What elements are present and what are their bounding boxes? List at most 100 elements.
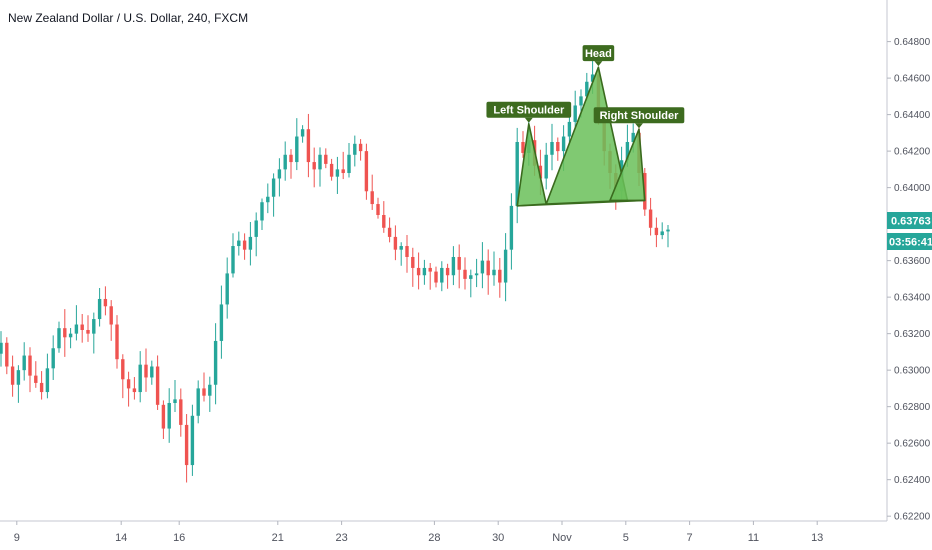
y-tick-label: 0.62600 — [894, 439, 931, 450]
candle-body — [126, 379, 131, 389]
candle-body — [474, 273, 479, 276]
candle-body — [579, 96, 583, 106]
candle-body — [225, 273, 229, 305]
candle-body — [422, 267, 427, 276]
candle-body — [150, 366, 154, 378]
candle-body — [509, 205, 514, 250]
candle-body — [190, 415, 195, 466]
candle-body — [503, 249, 508, 283]
y-tick-label: 0.62200 — [894, 512, 931, 523]
x-tick-label: Nov — [552, 532, 572, 544]
candle-body — [155, 366, 160, 405]
candle-body — [324, 154, 328, 164]
candle-body — [556, 141, 560, 152]
candle-body — [277, 169, 282, 179]
candle-body — [10, 366, 15, 385]
candle-body — [0, 342, 3, 354]
neckline[interactable] — [517, 199, 645, 207]
x-tick-label: 9 — [14, 532, 20, 544]
chart-title: New Zealand Dollar / U.S. Dollar, 240, F… — [8, 11, 248, 25]
candle-body — [364, 151, 369, 192]
candle-body — [382, 215, 386, 228]
candle-body — [51, 348, 55, 369]
candle-body — [521, 141, 525, 153]
candle-body — [237, 240, 241, 247]
y-tick-label: 0.64000 — [894, 183, 931, 194]
candle-body — [80, 324, 84, 330]
candle-body — [399, 246, 403, 250]
candle-body — [515, 141, 519, 206]
y-tick-label: 0.64600 — [894, 74, 931, 85]
time-axis[interactable]: 9 14 16 21 23 28 30 Nov 5 7 11 13 — [14, 521, 824, 544]
pattern-label: Head — [582, 45, 615, 67]
candle-body — [347, 154, 351, 174]
candle-body — [486, 260, 490, 276]
candle-body — [358, 143, 363, 152]
candle-body — [318, 154, 322, 170]
label-text: Head — [585, 48, 612, 60]
x-tick-label: 30 — [492, 532, 504, 544]
candle-body — [28, 355, 32, 376]
candle-body — [335, 169, 340, 177]
x-tick-label: 28 — [428, 532, 440, 544]
x-tick-label: 11 — [748, 532, 759, 544]
candle-body — [561, 136, 566, 152]
y-tick-label: 0.64800 — [894, 37, 931, 48]
candle-body — [161, 404, 166, 429]
candle-body — [654, 227, 659, 236]
countdown-tag-bg — [887, 233, 932, 250]
head-and-shoulders-pattern[interactable] — [516, 66, 646, 207]
candle-body — [469, 275, 473, 279]
candle-body — [213, 340, 218, 385]
x-tick-label: 13 — [811, 532, 823, 544]
candle-body — [300, 129, 305, 137]
candle-body — [173, 399, 177, 404]
candle-body — [121, 359, 125, 380]
x-tick-label: 5 — [623, 532, 629, 544]
candle-body — [660, 231, 664, 236]
candle-body — [202, 388, 206, 396]
pattern-label: Left Shoulder — [486, 101, 572, 123]
candle-body — [405, 246, 409, 257]
label-bg — [486, 101, 572, 118]
candle-body — [109, 306, 113, 325]
y-tick-label: 0.63200 — [894, 329, 931, 340]
label-bg — [582, 45, 615, 62]
label-pointer — [594, 61, 603, 67]
candle-body — [538, 165, 543, 179]
candle-body — [103, 298, 108, 307]
candle-body — [92, 319, 96, 334]
y-tick-label: 0.63400 — [894, 293, 931, 304]
candle-body — [115, 324, 119, 360]
candle-body — [666, 229, 670, 232]
candle-body — [132, 388, 137, 393]
candle-body — [544, 154, 548, 179]
current-price-tag: 0.63763 03:56:41 — [887, 212, 932, 250]
candle-body — [457, 256, 461, 270]
candle-body — [68, 333, 73, 338]
candle-body — [219, 304, 224, 341]
candle-body — [16, 370, 21, 385]
candle-body — [295, 136, 299, 163]
candle-body — [370, 191, 374, 205]
candle-body — [440, 267, 444, 283]
price-axis[interactable]: 0.648000.646000.644000.642000.640000.638… — [887, 37, 931, 523]
candle-body — [329, 163, 334, 177]
candle-body — [416, 267, 421, 276]
candle-body — [387, 227, 392, 237]
candle-body — [248, 236, 253, 250]
candle-body — [242, 240, 247, 250]
label-bg — [593, 107, 685, 124]
candle-body — [289, 154, 293, 163]
candle-body — [451, 256, 456, 276]
y-tick-label: 0.64200 — [894, 147, 931, 158]
candle-body — [631, 132, 635, 142]
candle-body — [283, 154, 287, 170]
pattern-label: Right Shoulder — [593, 107, 685, 129]
candle-body — [550, 141, 554, 155]
candle-body — [74, 324, 79, 334]
pattern-triangle[interactable] — [516, 122, 548, 207]
candle-body — [184, 424, 189, 466]
label-pointer — [635, 123, 643, 129]
